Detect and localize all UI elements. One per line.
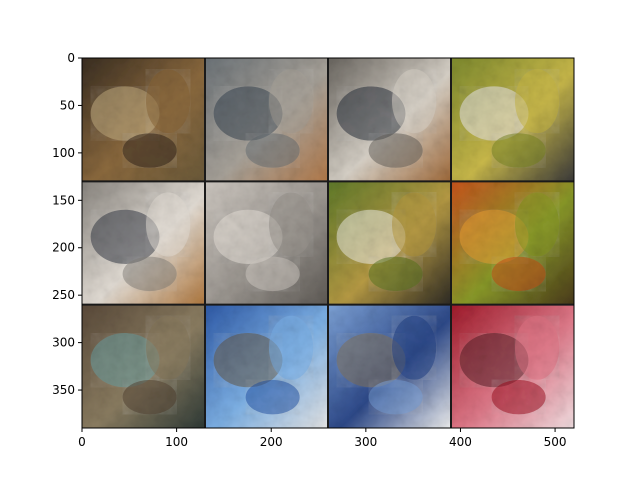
image-grid [82,58,574,428]
tile-blue-water-rock-2 [328,304,451,428]
tile-blue-water-rock [205,304,328,428]
tile-bird-head-red-eye [328,58,451,182]
y-tick-label: 0 [67,51,75,65]
tile-pale-room-scene [205,181,328,305]
tile-bird-large-head [82,181,205,305]
y-axis: 0 50 100 150 200 250 300 350 [52,51,82,397]
axes-frame [81,57,575,429]
x-tick-label: 400 [449,435,472,449]
y-tick-label: 350 [52,383,75,397]
x-tick-label: 0 [78,435,86,449]
y-tick-label: 150 [52,193,75,207]
x-tick-label: 100 [165,435,188,449]
y-tick-label: 100 [52,146,75,160]
tile-feathered-wing-closeup [82,58,205,182]
tile-bird-with-red-eye [205,58,328,182]
x-tick-label: 500 [544,435,567,449]
y-tick-label: 200 [52,241,75,255]
tile-crimson-flower [451,304,574,428]
tile-separators [82,58,574,428]
tile-textured-rock-teal [82,304,205,428]
y-tick-label: 50 [60,98,75,112]
x-tick-label: 200 [260,435,283,449]
y-tick-label: 250 [52,288,75,302]
tile-white-shape-on-foliage [328,181,451,305]
tile-white-loop-on-green [451,58,574,182]
x-tick-label: 300 [354,435,377,449]
tile-orange-berries [451,181,574,305]
x-axis: 0 100 200 300 400 500 [78,428,567,449]
y-tick-label: 300 [52,336,75,350]
